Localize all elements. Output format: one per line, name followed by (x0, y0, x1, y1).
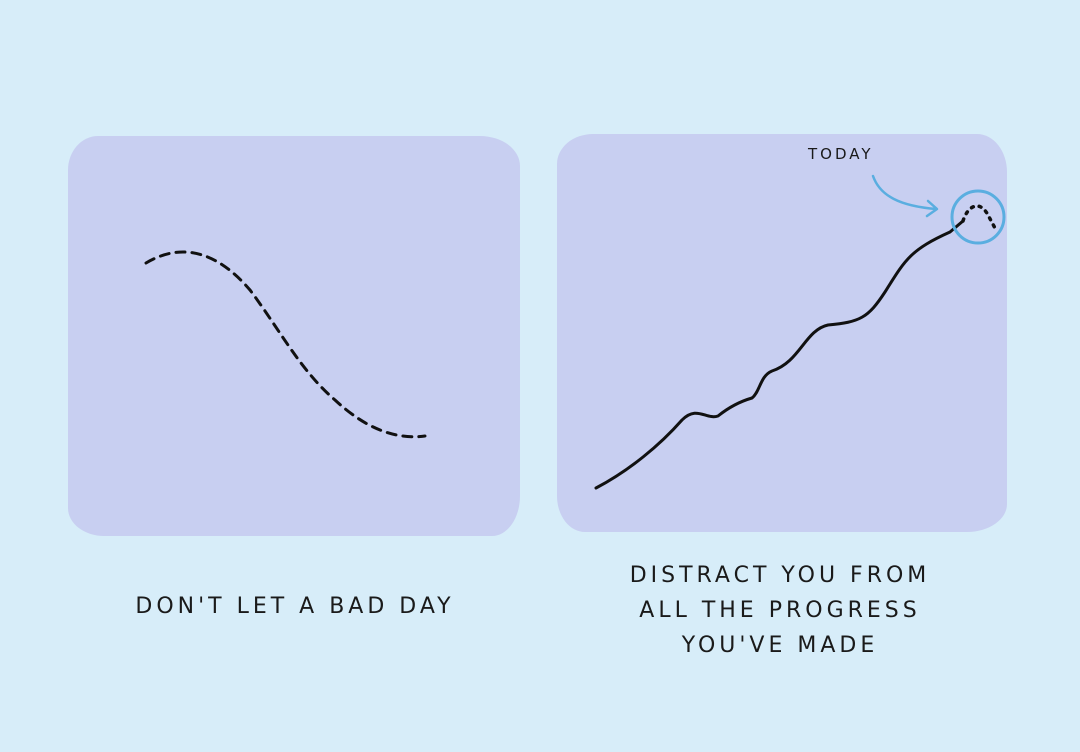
today-arrow-icon (871, 174, 938, 211)
today-highlight-circle (950, 189, 1006, 245)
right-caption-line: YOU'VE MADE (681, 633, 879, 658)
right-caption: DISTRACT YOU FROM ALL THE PROGRESS YOU'V… (555, 558, 1005, 663)
today-annotation: TODAY (808, 145, 874, 163)
progress-line (594, 219, 965, 490)
left-caption: DON'T LET A BAD DAY (135, 594, 455, 619)
right-caption-line: DISTRACT YOU FROM (629, 563, 931, 588)
today-dip-dotted-line (961, 204, 998, 232)
bad-day-panel (68, 136, 520, 536)
arrowhead-icon (925, 199, 939, 218)
bad-day-dashed-line (144, 250, 427, 439)
right-caption-line: ALL THE PROGRESS (639, 598, 921, 623)
